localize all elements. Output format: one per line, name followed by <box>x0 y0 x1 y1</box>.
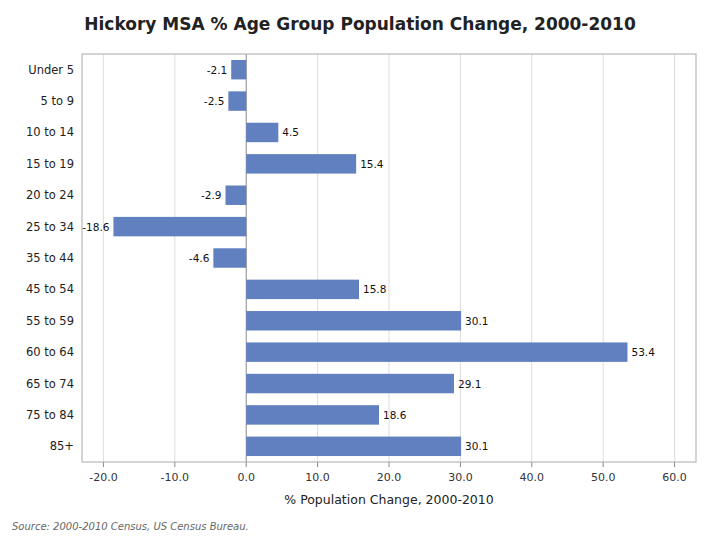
bar <box>231 60 246 79</box>
data-label: 29.1 <box>458 378 481 390</box>
data-label: -18.6 <box>82 221 109 233</box>
data-label: 15.8 <box>363 283 386 295</box>
tick-label: 0.0 <box>237 471 255 484</box>
tick-label: 10.0 <box>305 471 330 484</box>
bar <box>213 248 246 267</box>
category-label: 60 to 64 <box>26 345 74 359</box>
tick-mark <box>103 462 104 467</box>
grid-line <box>317 54 318 462</box>
data-label: -2.1 <box>207 64 228 76</box>
tick-mark <box>460 462 461 467</box>
grid-line <box>103 54 104 462</box>
bar <box>246 154 356 173</box>
grid-line <box>531 54 532 462</box>
data-label: 30.1 <box>465 440 488 452</box>
data-label: 18.6 <box>383 409 407 421</box>
category-label: 55 to 59 <box>26 314 74 328</box>
grid-line <box>174 54 175 462</box>
grid-line <box>674 54 675 462</box>
category-label: 65 to 74 <box>26 377 74 391</box>
tick-label: 20.0 <box>377 471 402 484</box>
bar <box>246 280 359 299</box>
category-label: 45 to 54 <box>26 282 74 296</box>
chart-container: Hickory MSA % Age Group Population Chang… <box>0 0 720 540</box>
bar <box>246 374 454 393</box>
category-label: 85+ <box>50 439 74 453</box>
category-label: 10 to 14 <box>26 125 74 139</box>
chart: Hickory MSA % Age Group Population Chang… <box>0 0 720 540</box>
bar <box>246 123 278 142</box>
category-label: 25 to 34 <box>26 220 74 234</box>
bar <box>113 217 246 236</box>
tick-label: 60.0 <box>662 471 687 484</box>
data-label: 4.5 <box>282 126 299 138</box>
data-label: 30.1 <box>465 315 488 327</box>
tick-mark <box>674 462 675 467</box>
tick-label: -10.0 <box>161 471 189 484</box>
tick-label: 40.0 <box>520 471 545 484</box>
grid <box>103 54 674 462</box>
bar <box>226 186 247 205</box>
tick-label: 50.0 <box>591 471 616 484</box>
bar <box>246 405 379 424</box>
tick-mark <box>317 462 318 467</box>
tick-mark <box>389 462 390 467</box>
data-label: -4.6 <box>189 252 210 264</box>
category-label: 35 to 44 <box>26 251 74 265</box>
data-label: -2.9 <box>201 189 222 201</box>
x-axis-label: % Population Change, 2000-2010 <box>284 492 493 507</box>
annotation: Source: 2000-2010 Census, US Census Bure… <box>12 521 249 532</box>
bar <box>246 342 627 361</box>
data-label: 15.4 <box>360 158 384 170</box>
tick-label: -20.0 <box>89 471 117 484</box>
bar <box>228 91 246 110</box>
category-label: 20 to 24 <box>26 188 74 202</box>
category-label: Under 5 <box>28 63 74 77</box>
tick-mark <box>603 462 604 467</box>
title: Hickory MSA % Age Group Population Chang… <box>84 14 636 34</box>
tick-label: 30.0 <box>448 471 473 484</box>
data-label: -2.5 <box>204 95 225 107</box>
category-label: 15 to 19 <box>26 157 74 171</box>
tick-mark <box>174 462 175 467</box>
tick-mark <box>246 462 247 467</box>
plot-frame <box>82 54 696 462</box>
grid-line <box>389 54 390 462</box>
bar <box>246 311 461 330</box>
bars <box>113 60 627 456</box>
bar <box>246 437 461 456</box>
data-label: 53.4 <box>631 346 655 358</box>
grid-line <box>603 54 604 462</box>
grid-line <box>460 54 461 462</box>
category-label: 5 to 9 <box>41 94 75 108</box>
tick-mark <box>531 462 532 467</box>
category-label: 75 to 84 <box>26 408 74 422</box>
